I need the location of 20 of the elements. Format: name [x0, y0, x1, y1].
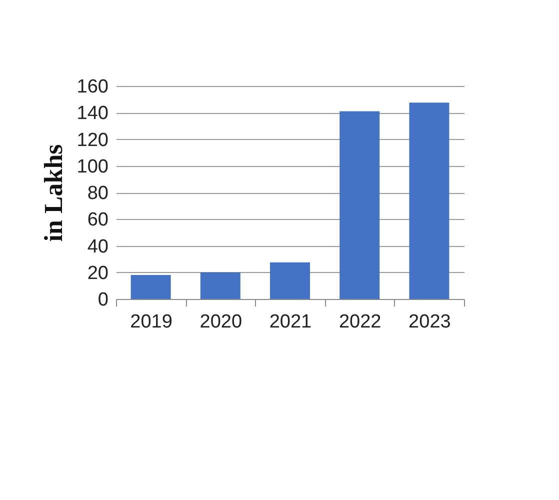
x-tick-label: 2020: [200, 312, 242, 332]
y-tick-label: 20: [87, 262, 108, 284]
x-tick-label: 2023: [408, 312, 451, 332]
x-tick-label: 2019: [130, 312, 172, 332]
y-tick-label: 140: [76, 103, 108, 124]
bar: [270, 262, 310, 299]
y-tick-label: 40: [87, 236, 108, 258]
bar: [409, 102, 450, 299]
bar: [200, 272, 240, 299]
y-tick-label: 100: [76, 156, 108, 178]
x-tick-label: 2021: [269, 312, 312, 332]
y-tick-label: 120: [76, 130, 108, 151]
y-tick-label: 160: [76, 76, 108, 98]
x-tick-label: 2022: [338, 312, 382, 332]
y-tick-label: 80: [87, 183, 108, 204]
y-tick-label: 0: [98, 290, 108, 310]
y-tick-label: 60: [87, 210, 108, 231]
bar: [130, 275, 171, 299]
bar: [340, 111, 380, 299]
y-axis-title: in Lakhs: [38, 144, 68, 242]
